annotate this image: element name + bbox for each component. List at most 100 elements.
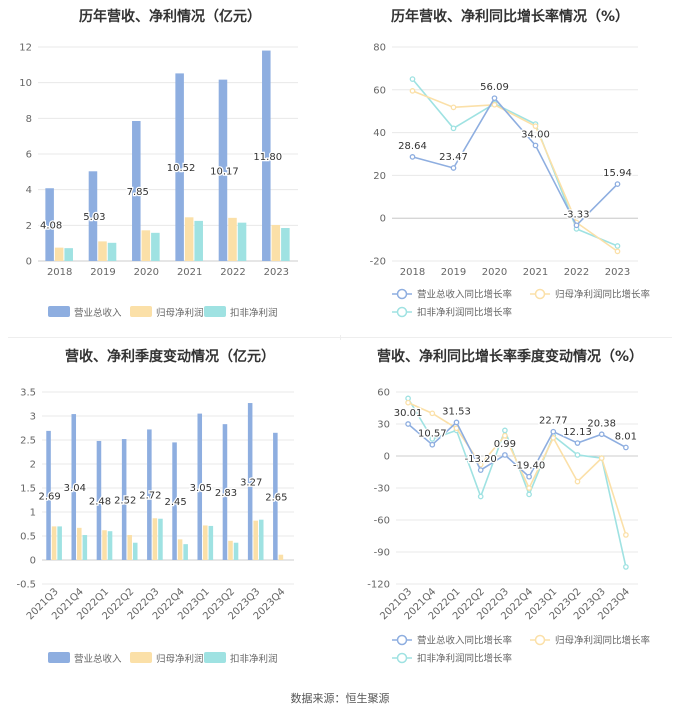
bar [278, 554, 284, 560]
legend-swatch-marker [534, 288, 546, 300]
bar [147, 429, 152, 560]
y-tick-label: 0 [384, 452, 390, 463]
data-label: -19.40 [513, 461, 545, 472]
bar [273, 432, 278, 560]
data-point [526, 485, 532, 491]
legend-label: 扣非净利润 [230, 307, 278, 319]
x-tick-label: 2023 [264, 267, 289, 278]
data-label: 10.57 [418, 429, 447, 440]
annual-revenue-profit-chart: 历年营收、净利情况（亿元） 0 2 4 6 8 10 12 2018 2019 2020 2021 2… [0, 0, 340, 335]
bar [57, 526, 62, 560]
y-tick-label: 80 [373, 43, 386, 54]
series-line [411, 78, 618, 247]
data-label: 31.53 [442, 406, 471, 417]
quarterly-growth-rate-chart: 营收、净利同比增长率季度变动情况（%） -120 -90 -60 -30 0 30 60 20… [340, 340, 680, 685]
legend-swatch-marker [396, 288, 408, 300]
data-point [526, 473, 532, 480]
y-tick-label: 3 [30, 412, 36, 423]
data-label: 5.03 [83, 212, 105, 223]
data-point [532, 142, 539, 149]
y-tick-label: 0.5 [20, 532, 36, 543]
data-point [502, 432, 508, 439]
series-line [412, 96, 619, 227]
y-tick-label: 4 [26, 185, 32, 196]
y-tick-label: 8 [26, 114, 32, 125]
legend-swatch-marker [396, 634, 408, 646]
legend-label: 营业总收入同比增长率 [417, 635, 513, 647]
data-point [491, 101, 498, 108]
data-point [429, 410, 436, 417]
bar [237, 222, 247, 261]
y-tick-label: 0 [380, 214, 386, 225]
quarterly-revenue-profit-chart: 营收、净利季度变动情况（亿元） -0.5 0 0.5 1 1.5 2 2.5 3 3.5 2021… [0, 340, 340, 685]
bar [175, 73, 184, 261]
x-tick-label: 2018 [47, 267, 72, 278]
data-label: 2.48 [89, 496, 111, 507]
y-tick-label: -90 [374, 548, 390, 559]
y-tick-label: 0 [26, 257, 32, 268]
y-tick-label: 12 [19, 43, 32, 54]
data-label: 3.05 [190, 483, 212, 494]
data-point [574, 478, 581, 485]
legend-label: 扣非净利润同比增长率 [417, 307, 513, 319]
data-point [450, 125, 457, 132]
data-label: 8.01 [615, 431, 637, 442]
bar [208, 525, 214, 560]
data-point [623, 444, 629, 451]
x-tick-label: 2019 [90, 267, 115, 278]
data-point [574, 452, 581, 458]
data-point [405, 421, 411, 427]
data-label: 34.00 [521, 129, 550, 140]
data-label: 11.80 [253, 152, 282, 163]
bar [158, 518, 163, 560]
y-tick-label: -20 [370, 257, 386, 268]
bar [98, 241, 107, 261]
legend-swatch [130, 306, 152, 317]
data-point [502, 427, 508, 434]
legend-swatch-marker [534, 634, 546, 646]
legend-swatch [48, 652, 70, 663]
legend-label: 归母净利润 [156, 307, 204, 319]
legend-label: 归母净利润同比增长率 [555, 289, 651, 301]
bar [262, 50, 271, 261]
data-point [614, 181, 621, 187]
data-point [477, 467, 484, 473]
data-label: 10.17 [210, 166, 239, 177]
data-source-note: 数据来源：恒生聚源 [290, 692, 390, 705]
bar [82, 535, 88, 560]
y-tick-label: -30 [374, 484, 390, 495]
x-tick-label: 2020 [482, 267, 507, 278]
data-point [405, 399, 411, 406]
data-label: 2.69 [38, 491, 60, 502]
bar [253, 520, 258, 560]
data-point [598, 431, 605, 438]
bar [64, 248, 73, 261]
bar [194, 220, 203, 261]
data-point [409, 154, 416, 160]
bar [197, 413, 203, 560]
annual-growth-rate-chart: 历年营收、净利同比增长率情况（%） -20 0 20 40 60 80 2018 2019 20… [340, 0, 680, 335]
data-label: -3.33 [564, 209, 590, 220]
data-point [429, 436, 436, 442]
bar [233, 542, 239, 560]
data-point [573, 222, 580, 229]
legend-label: 扣非净利润同比增长率 [417, 653, 513, 665]
series-line [407, 401, 627, 536]
bar [183, 544, 188, 560]
data-label: 2.83 [215, 488, 237, 499]
bar [258, 519, 264, 560]
legend-label: 营业总收入 [74, 653, 122, 665]
legend-swatch-marker [396, 652, 408, 664]
chart-canvas: -20 0 20 40 60 80 2018 2019 2020 2021 2022 2023 28.6… [370, 43, 651, 319]
data-label: 7.85 [127, 187, 149, 198]
bar [271, 224, 281, 261]
data-point [598, 455, 605, 461]
legend-label: 归母净利润同比增长率 [555, 635, 651, 647]
y-tick-label: 1.5 [20, 484, 36, 495]
bar [228, 217, 237, 261]
legend-swatch [204, 306, 226, 317]
bar [121, 439, 127, 560]
data-label: 2.65 [265, 492, 287, 503]
bar [218, 79, 228, 261]
bar [45, 188, 54, 261]
